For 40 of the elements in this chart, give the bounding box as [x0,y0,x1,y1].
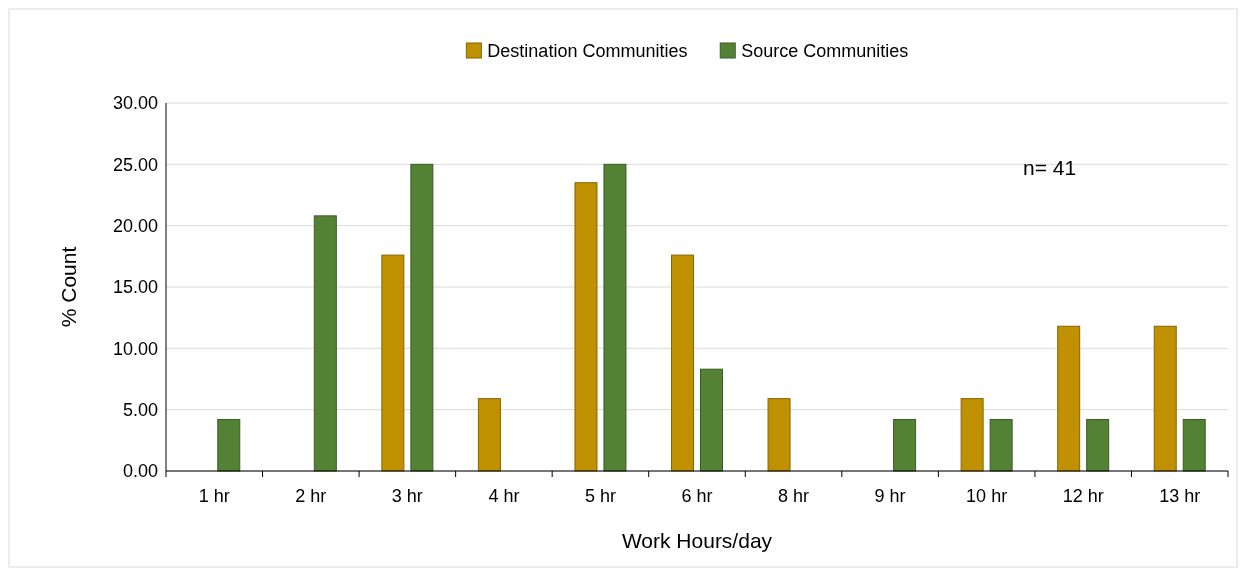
x-tick-label: 2 hr [295,486,327,506]
bar [1153,325,1177,472]
bar [574,182,598,472]
y-axis-title: % Count [57,246,80,328]
y-tick-label: 25.00 [112,154,158,175]
y-tick-label: 5.00 [122,399,158,420]
bar [1086,418,1110,472]
annotation: n= 41 [1023,156,1077,180]
bar [1182,418,1206,472]
bar [960,398,984,472]
x-tick-label: 4 hr [488,486,520,506]
x-tick-label: 12 hr [1062,486,1104,506]
x-tick-label: 3 hr [391,486,423,506]
x-tick-label: 9 hr [874,486,906,506]
bar [410,163,434,472]
bar [603,163,627,472]
x-axis-title: Work Hours/day [621,529,773,552]
bar [671,254,694,472]
y-tick-label: 10.00 [112,338,158,359]
x-tick-label: 8 hr [778,486,810,506]
bar [1057,325,1081,472]
bar [700,368,723,472]
y-tick-label: 30.00 [112,93,158,114]
legend-label: Destination Communities [487,41,688,62]
y-tick-label: 20.00 [112,215,158,236]
bar [381,254,405,472]
x-tick-label: 10 hr [966,486,1008,506]
bar [767,398,791,472]
bar [313,215,337,472]
x-tick-label: 1 hr [198,486,230,506]
bar [217,418,241,472]
bar [477,398,501,472]
legend-label: Source Communities [741,41,909,62]
x-tick-label: 13 hr [1159,486,1201,506]
x-tick-label: 6 hr [681,486,713,506]
bar [893,418,917,472]
bar [989,418,1013,472]
y-tick-label: 15.00 [112,277,158,298]
y-tick-label: 0.00 [122,461,158,482]
x-tick-label: 5 hr [584,486,616,506]
